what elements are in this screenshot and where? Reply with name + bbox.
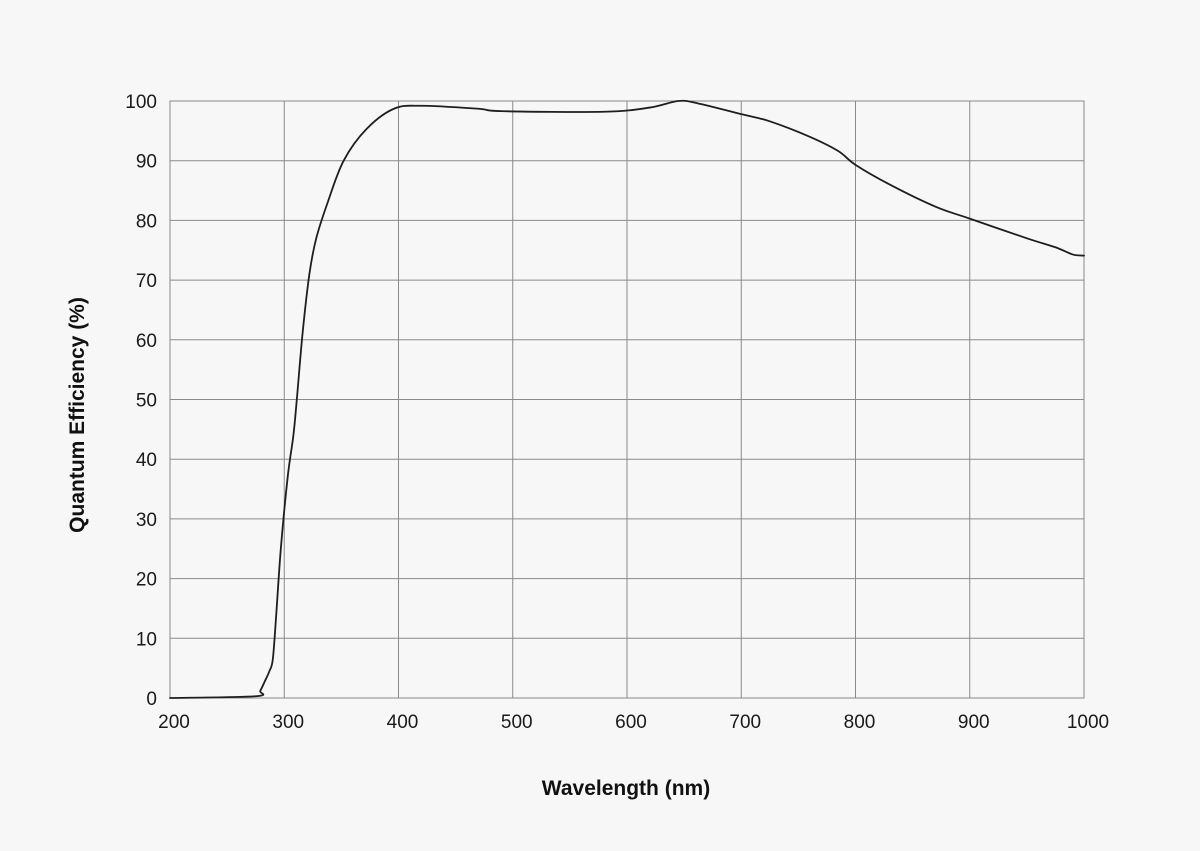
gridlines xyxy=(170,101,1084,698)
x-tick-label: 500 xyxy=(501,712,533,733)
x-tick-label: 900 xyxy=(958,712,990,733)
x-tick-label: 800 xyxy=(844,712,876,733)
x-tick-label: 700 xyxy=(729,712,761,733)
x-tick-label: 200 xyxy=(158,712,190,733)
y-tick-label: 50 xyxy=(136,391,157,412)
x-tick-label: 300 xyxy=(272,712,304,733)
y-tick-label: 0 xyxy=(146,689,157,710)
series-line-0 xyxy=(169,99,1085,699)
y-tick-label: 100 xyxy=(125,92,157,113)
y-tick-label: 80 xyxy=(136,211,157,232)
series-layer xyxy=(169,99,1085,699)
y-tick-label: 40 xyxy=(136,450,157,471)
y-axis-title: Quantum Efficiency (%) xyxy=(66,297,89,533)
y-tick-label: 20 xyxy=(136,570,157,591)
y-tick-label: 30 xyxy=(136,510,157,531)
y-tick-label: 10 xyxy=(136,629,157,650)
y-tick-label: 70 xyxy=(136,271,157,292)
plot-area-frame xyxy=(169,100,1085,699)
x-axis-title: Wavelength (nm) xyxy=(542,777,710,800)
y-tick-label: 60 xyxy=(136,331,157,352)
x-tick-label: 600 xyxy=(615,712,647,733)
x-tick-label: 400 xyxy=(387,712,419,733)
x-axis-ticks: 200 300 400 500 600 700 800 900 1000 xyxy=(158,712,1109,733)
y-axis-ticks: 0 10 20 30 40 50 60 70 80 90 100 xyxy=(125,92,157,710)
x-tick-label: 1000 xyxy=(1067,712,1109,733)
y-tick-label: 90 xyxy=(136,152,157,173)
